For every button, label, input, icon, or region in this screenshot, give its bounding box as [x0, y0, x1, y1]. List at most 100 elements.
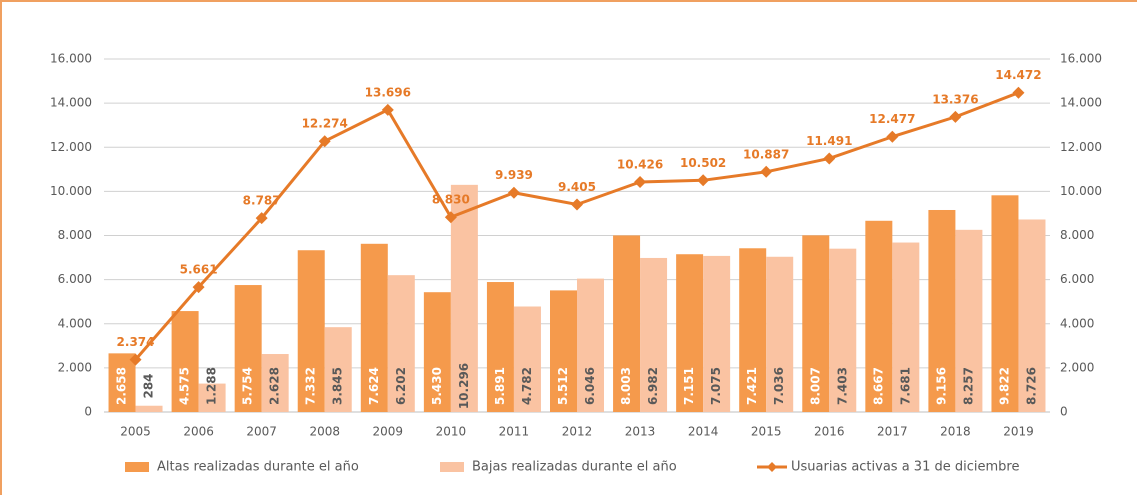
bar — [892, 242, 920, 412]
bar — [234, 285, 262, 412]
bar-value-label: 7.681 — [898, 367, 912, 405]
line-marker — [886, 130, 899, 143]
x-tick-label: 2010 — [436, 425, 467, 439]
bar-value-label: 7.332 — [304, 367, 318, 405]
x-tick-label: 2005 — [120, 425, 151, 439]
y2-tick-label: 2.000 — [1060, 360, 1094, 374]
bar — [261, 354, 289, 412]
line-marker — [444, 211, 457, 224]
bar — [360, 243, 388, 412]
bar-value-label: 7.421 — [745, 367, 759, 405]
y-tick-label: 16.000 — [50, 52, 92, 66]
bar — [991, 195, 1019, 412]
bar — [829, 248, 857, 412]
line-marker — [760, 165, 773, 178]
bar — [739, 248, 767, 412]
x-tick-label: 2014 — [688, 425, 719, 439]
bar-value-label: 6.046 — [583, 367, 597, 405]
bar — [703, 255, 731, 412]
bar — [865, 220, 893, 412]
legend-swatch — [125, 462, 149, 472]
x-tick-label: 2016 — [814, 425, 845, 439]
bar-value-label: 5.891 — [493, 367, 507, 405]
y-tick-label: 14.000 — [50, 96, 92, 110]
bar — [766, 256, 794, 412]
bar-value-label: 284 — [142, 373, 156, 398]
legend-label: Usuarias activas a 31 de diciembre — [791, 460, 1019, 475]
bar-value-label: 9.156 — [934, 367, 948, 405]
bar — [297, 250, 325, 412]
y2-tick-label: 0 — [1060, 405, 1068, 419]
bar-value-label: 3.845 — [331, 367, 345, 405]
bar-value-label: 7.075 — [709, 367, 723, 405]
bar — [513, 306, 541, 412]
line-value-label: 13.376 — [932, 92, 978, 106]
bar — [613, 235, 641, 412]
line-value-label: 10.887 — [743, 147, 789, 161]
y2-tick-label: 6.000 — [1060, 272, 1094, 286]
x-tick-label: 2018 — [940, 425, 971, 439]
bar — [387, 275, 415, 412]
line-value-label: 11.491 — [806, 134, 852, 148]
line-value-label: 9.939 — [495, 168, 533, 182]
bar — [802, 235, 830, 412]
bar-value-label: 8.667 — [871, 367, 885, 405]
bar-value-label: 5.512 — [556, 367, 570, 405]
bar-value-label: 8.007 — [808, 367, 822, 405]
y-tick-label: 12.000 — [50, 140, 92, 154]
bar — [450, 184, 478, 412]
y-tick-label: 2.000 — [58, 360, 92, 374]
y2-tick-label: 16.000 — [1060, 52, 1102, 66]
line-marker — [192, 281, 205, 294]
bar — [577, 278, 604, 412]
line-marker — [949, 110, 962, 123]
x-tick-label: 2013 — [625, 425, 656, 439]
x-tick-label: 2009 — [373, 425, 404, 439]
bar — [550, 290, 577, 412]
line-value-label: 14.472 — [995, 68, 1041, 82]
bar — [135, 405, 163, 412]
legend-label: Altas realizadas durante el año — [157, 460, 359, 475]
x-tick-label: 2008 — [309, 425, 340, 439]
line-value-label: 8.830 — [432, 193, 470, 207]
x-tick-label: 2015 — [751, 425, 782, 439]
bar-value-label: 9.822 — [997, 367, 1011, 405]
legend-label: Bajas realizadas durante el año — [472, 460, 677, 475]
line-marker — [318, 135, 331, 148]
line-marker — [129, 353, 142, 366]
bar — [198, 383, 226, 412]
bar — [676, 254, 704, 412]
legend-swatch — [440, 462, 464, 472]
bar-value-label: 2.658 — [115, 367, 129, 405]
y2-tick-label: 4.000 — [1060, 316, 1094, 330]
bar-value-label: 4.782 — [520, 367, 534, 405]
x-tick-label: 2019 — [1003, 425, 1034, 439]
line-marker — [1012, 86, 1025, 99]
line-value-label: 8.787 — [243, 194, 281, 208]
x-tick-label: 2006 — [183, 425, 214, 439]
y-tick-label: 4.000 — [58, 316, 92, 330]
bar — [640, 257, 668, 412]
bar — [324, 327, 352, 412]
bar-value-label: 6.982 — [646, 367, 660, 405]
line-marker — [823, 152, 836, 165]
bar-value-label: 8.257 — [961, 367, 975, 405]
y-tick-label: 10.000 — [50, 184, 92, 198]
line-value-label: 10.502 — [680, 156, 726, 170]
line-value-label: 2.374 — [117, 335, 155, 349]
bar-value-label: 10.296 — [457, 363, 471, 409]
bar-value-label: 1.288 — [205, 367, 219, 405]
line-value-label: 9.405 — [558, 180, 596, 194]
line-value-label: 13.696 — [365, 85, 411, 99]
line-marker — [571, 198, 583, 211]
line-value-label: 12.274 — [302, 117, 348, 131]
bar — [486, 282, 514, 412]
bar-value-label: 4.575 — [178, 367, 192, 405]
y2-tick-label: 12.000 — [1060, 140, 1102, 154]
line-marker — [255, 212, 268, 225]
line-marker — [507, 186, 520, 199]
y2-tick-label: 8.000 — [1060, 228, 1094, 242]
bar — [1018, 219, 1046, 412]
bar-value-label: 5.430 — [430, 367, 444, 405]
